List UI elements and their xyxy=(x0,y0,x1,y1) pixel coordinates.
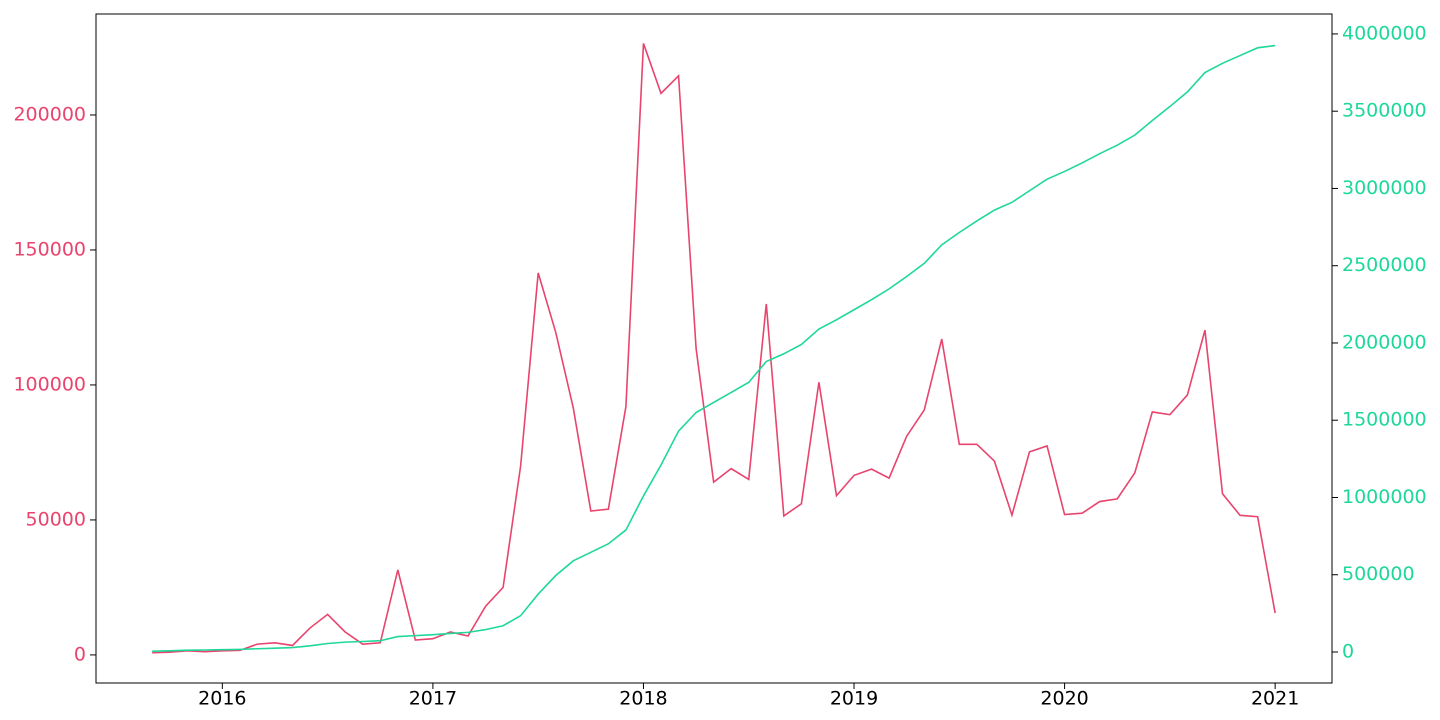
y2-tick-label: 1500000 xyxy=(1342,409,1427,431)
y2-tick-label: 4000000 xyxy=(1342,22,1427,44)
y-tick-label: 50000 xyxy=(26,508,86,530)
y-tick-label: 0 xyxy=(74,643,86,665)
line-series xyxy=(152,43,1276,654)
y2-tick-label: 2500000 xyxy=(1342,254,1427,276)
y2-tick-label: 1000000 xyxy=(1342,486,1427,508)
y2-tick-label: 2000000 xyxy=(1342,331,1427,353)
x-tick-label: 2016 xyxy=(198,688,246,710)
y2-tick-label: 0 xyxy=(1342,641,1354,663)
x-tick-label: 2020 xyxy=(1040,688,1088,710)
y2-tick-label: 500000 xyxy=(1342,563,1415,585)
y-tick-label: 100000 xyxy=(13,373,86,395)
x-tick-label: 2021 xyxy=(1251,688,1299,710)
y-tick-label: 200000 xyxy=(13,103,86,125)
x-tick-label: 2017 xyxy=(409,688,457,710)
y2-tick-label: 3000000 xyxy=(1342,177,1427,199)
y2-tick-label: 3500000 xyxy=(1342,100,1427,122)
x-tick-label: 2018 xyxy=(619,688,667,710)
y-tick-label: 150000 xyxy=(13,238,86,260)
line-series xyxy=(152,44,1276,653)
x-tick-label: 2019 xyxy=(830,688,878,710)
plot-frame xyxy=(95,13,1333,684)
